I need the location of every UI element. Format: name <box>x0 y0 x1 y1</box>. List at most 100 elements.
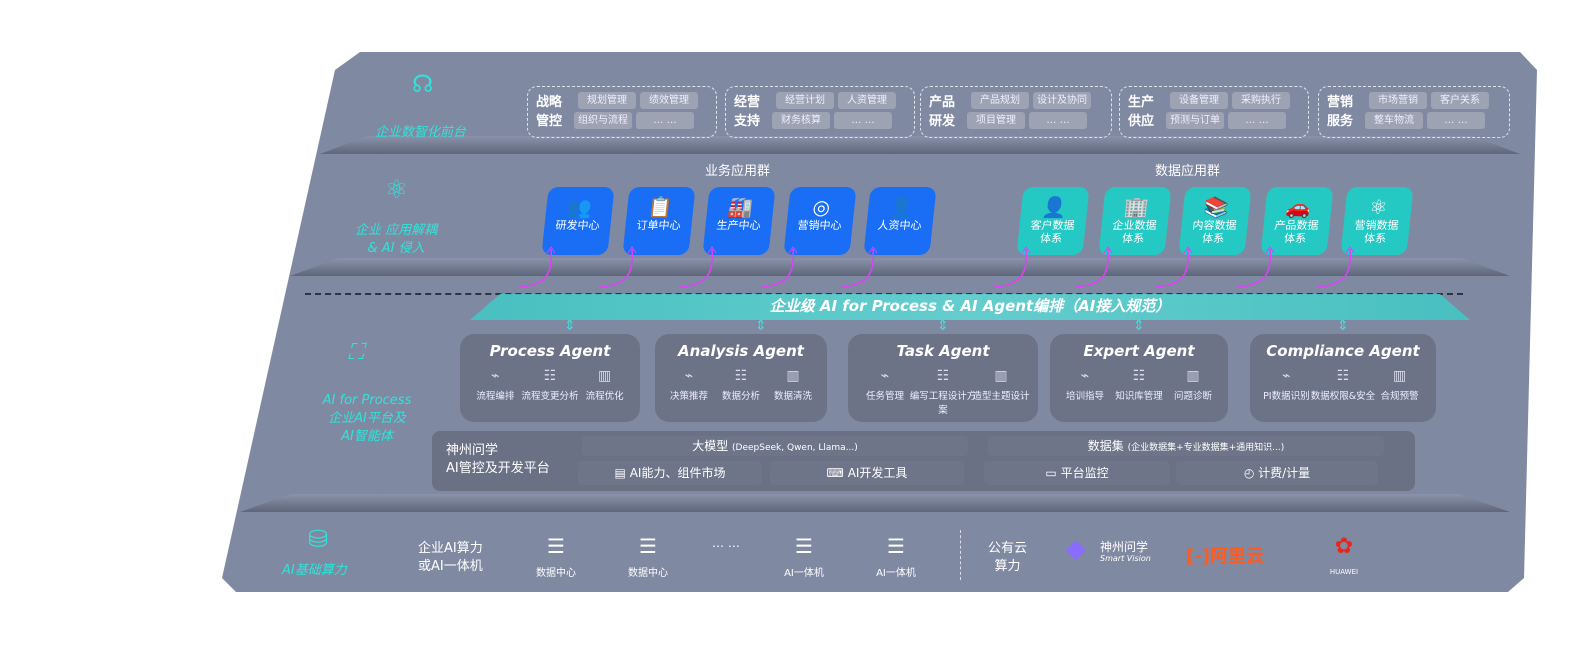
target-icon: ◎ <box>811 195 832 219</box>
front-group-title: 生产供应 <box>1128 95 1155 129</box>
billing-button[interactable]: ◴ 计费/计量 <box>1176 461 1378 485</box>
agent-name: Process Agent <box>489 342 611 360</box>
layer-label-apps: 企业 应用解耦 & AI 侵入 <box>355 223 438 256</box>
person-icon: 👤 <box>887 195 916 219</box>
feature-icon: ⌁ <box>491 368 500 384</box>
feature-icon: ▥ <box>1393 368 1407 384</box>
front-chip[interactable]: … … <box>1228 112 1286 129</box>
front-chip[interactable]: 人资管理 <box>838 92 896 109</box>
building-icon: 🏢 <box>1122 195 1151 219</box>
agent-feature: ⌁ 培训指导 <box>1053 368 1117 402</box>
agent-card[interactable]: Process Agent ⌁ 流程编排 ☷ 流程变更分析 ▥ 流程优化 <box>460 334 640 422</box>
front-chip[interactable]: 整车物流 <box>1365 112 1423 129</box>
agent-feature: ▥ 数据清洗 <box>762 368 824 402</box>
business-apps-title: 业务应用群 <box>705 164 771 179</box>
front-group-title: 营销服务 <box>1327 95 1354 129</box>
agent-card[interactable]: Task Agent ⌁ 任务管理 ☷ 编写工程设计方案 ▥ 造型主题设计 <box>848 334 1038 422</box>
connector-arrow <box>993 246 1031 288</box>
front-chip[interactable]: 绩效管理 <box>640 92 698 109</box>
agent-feature: ☷ 编写工程设计方案 <box>909 368 977 416</box>
connector-arrow <box>518 246 556 288</box>
feature-icon: ☷ <box>543 368 557 384</box>
feature-icon: ☷ <box>1132 368 1146 384</box>
front-chip[interactable]: 组织与流程 <box>574 112 632 129</box>
front-group: 营销服务 市场营销 客户关系 整车物流… … <box>1318 86 1510 138</box>
front-chip[interactable]: 产品规划 <box>971 92 1029 109</box>
front-group: 经营支持 经营计划 人资管理 财务核算… … <box>725 86 915 138</box>
feature-icon: ⌁ <box>684 368 694 384</box>
agent-card[interactable]: Analysis Agent ⌁ 决策推荐 ☷ 数据分析 ▥ 数据清洗 <box>655 334 827 422</box>
connector-arrow <box>679 246 717 288</box>
car-icon: 🚗 <box>1284 195 1313 219</box>
platform-title: 神州问学 AI管控及开发平台 <box>446 443 550 476</box>
front-chip[interactable]: … … <box>636 112 694 129</box>
front-chip[interactable]: 客户关系 <box>1431 92 1489 109</box>
front-chip[interactable]: 市场营销 <box>1369 92 1427 109</box>
feature-icon: ☷ <box>1336 368 1350 384</box>
connector-arrow <box>840 246 878 288</box>
factory-icon: 🏭 <box>726 195 755 219</box>
server-icon: ☰ <box>795 534 813 558</box>
agent-name: Compliance Agent <box>1266 342 1420 360</box>
component-market-button[interactable]: ▤ AI能力、组件市场 <box>578 461 762 485</box>
feature-icon: ▥ <box>786 368 800 384</box>
agent-feature: ⌁ 流程编排 <box>463 368 528 402</box>
agent-feature: ☷ 流程变更分析 <box>518 368 583 402</box>
agent-feature: ⌁ 决策推荐 <box>658 368 720 402</box>
front-group-title: 产品研发 <box>929 95 956 129</box>
front-chip[interactable]: 规划管理 <box>578 92 636 109</box>
connector-arrow <box>760 246 798 288</box>
feature-icon: ⌁ <box>880 368 890 384</box>
monitor-icon: ▭ <box>1045 466 1061 480</box>
front-chip[interactable]: 设备管理 <box>1170 92 1228 109</box>
agent-card[interactable]: Expert Agent ⌁ 培训指导 ☷ 知识库管理 ▥ 问题诊断 <box>1050 334 1228 422</box>
connector-arrow <box>1317 246 1355 288</box>
private-compute-label: 企业AI算力 或AI一体机 <box>418 541 483 574</box>
model-bar: 大模型 (DeepSeek, Qwen, Llama...) <box>582 436 968 456</box>
agent-feature: ▥ 问题诊断 <box>1161 368 1225 402</box>
orchestration-label: 企业级 AI for Process & AI Agent编排（AI接入规范） <box>769 297 1171 315</box>
layer-label-ai: AI for Process 企业AI平台及 AI智能体 <box>322 393 412 444</box>
dev-tools-button[interactable]: ⌨ AI开发工具 <box>770 461 964 485</box>
server-icon: ☰ <box>887 534 905 558</box>
feature-icon: ⌁ <box>1282 368 1291 384</box>
database-icon: ⛁ <box>308 525 329 553</box>
front-chip[interactable]: 设计及协同 <box>1033 92 1091 109</box>
connector-arrow <box>1155 246 1193 288</box>
compute-item: ☰ 数据中心 <box>526 534 586 579</box>
front-group-title: 战略管控 <box>536 95 563 129</box>
agent-feature: ☷ 数据权限&安全 <box>1310 368 1376 402</box>
dev-tools-icon: ⌨ <box>826 466 848 480</box>
front-chip[interactable]: … … <box>1029 112 1087 129</box>
huawei-petal-icon: ✿ <box>1334 534 1354 559</box>
connector-arrow <box>1075 246 1113 288</box>
front-group: 产品研发 产品规划 设计及协同 项目管理… … <box>920 86 1112 138</box>
front-chip[interactable]: … … <box>834 112 892 129</box>
agent-feature: ☷ 数据分析 <box>710 368 772 402</box>
down-arrow-icon: ⇕ <box>755 318 767 334</box>
books-icon: 📚 <box>1202 195 1231 219</box>
feature-icon: ☷ <box>734 368 748 384</box>
monitoring-button[interactable]: ▭ 平台监控 <box>984 461 1170 485</box>
front-chip[interactable]: 项目管理 <box>967 112 1025 129</box>
clipboard-icon: 📋 <box>646 195 675 219</box>
atom-icon: ⚛ <box>1368 195 1389 219</box>
front-chip[interactable]: 经营计划 <box>776 92 834 109</box>
front-chip[interactable]: 财务核算 <box>772 112 830 129</box>
agent-card[interactable]: Compliance Agent ⌁ PI数据识别 ☷ 数据权限&安全 ▥ 合规预警 <box>1250 334 1436 422</box>
front-chip[interactable]: 采购执行 <box>1232 92 1290 109</box>
molecule-icon: ⚛ <box>385 175 409 205</box>
agent-feature: ▥ 造型主题设计 <box>967 368 1035 402</box>
data-apps-title: 数据应用群 <box>1155 164 1221 179</box>
agent-feature: ☷ 知识库管理 <box>1107 368 1171 402</box>
front-chip[interactable]: … … <box>1427 112 1485 129</box>
connector-arrow <box>599 246 637 288</box>
agent-feature: ⌁ PI数据识别 <box>1253 368 1320 402</box>
front-chip[interactable]: 预测与订单 <box>1166 112 1224 129</box>
server-icon: ☰ <box>547 534 565 558</box>
smart-vision-logo: ◆ 神州问学 Smart Vision <box>1066 534 1151 564</box>
front-group: 战略管控 规划管理 绩效管理 组织与流程… … <box>527 86 717 138</box>
down-arrow-icon: ⇕ <box>1337 318 1349 334</box>
brain-head-icon: ☊ <box>412 70 434 98</box>
